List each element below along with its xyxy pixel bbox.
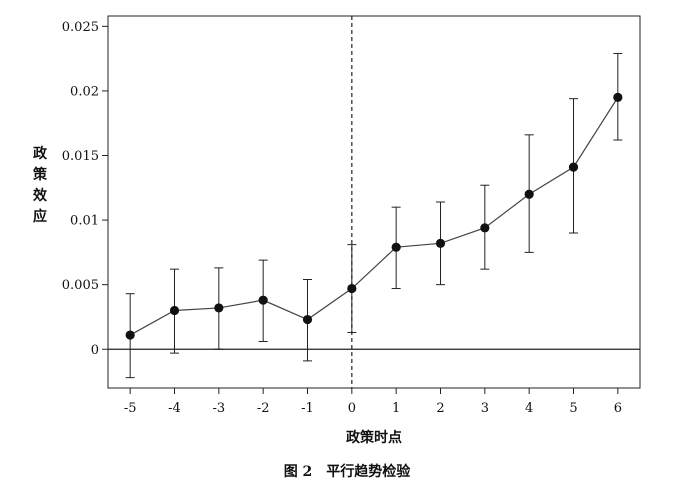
x-tick-label: 6 [614,401,622,416]
data-point [214,303,224,313]
error-bars [125,52,623,379]
x-axis-title: 政策时点 [346,429,402,446]
data-point [613,92,623,102]
y-axis: 0 0.005 0.01 0.015 0.02 0.025 [62,20,108,358]
y-tick-label: 0.005 [62,278,99,293]
plot-area-frame [107,15,641,389]
x-tick-label: -4 [168,401,181,416]
y-tick-label: 0.01 [70,214,99,229]
data-point [524,189,534,199]
x-tick-label: 4 [525,401,533,416]
data-point [125,330,135,340]
data-point [480,223,490,233]
x-tick-label: 0 [348,401,356,416]
x-tick-label: 3 [481,401,489,416]
y-tick-label: 0.025 [62,20,99,35]
y-tick-label: 0.015 [62,149,99,164]
x-tick-label: -1 [301,401,314,416]
series-line [129,97,619,336]
x-tick-label: -2 [257,401,270,416]
x-axis: -5 -4 -3 -2 -1 0 1 2 3 4 5 6 [124,388,622,416]
data-point [347,283,357,294]
data-point [391,242,401,252]
data-point [258,295,268,305]
data-point [169,305,180,316]
data-point [568,162,579,172]
x-tick-label: 1 [392,401,400,416]
reference-lines [108,16,640,388]
data-point [435,238,446,248]
y-axis-title: 政策效应 [32,145,48,225]
data-point [302,314,313,325]
x-tick-label: 2 [436,401,444,416]
y-tick-label: 0 [91,343,99,358]
x-tick-label: -5 [124,401,137,416]
x-tick-label: -3 [212,401,225,416]
y-tick-label: 0.02 [70,84,99,99]
series-line-group [129,97,619,336]
x-tick-label: 5 [569,401,577,416]
data-points [125,92,623,340]
figure-caption: 图 2 平行趋势检验 [284,463,412,480]
